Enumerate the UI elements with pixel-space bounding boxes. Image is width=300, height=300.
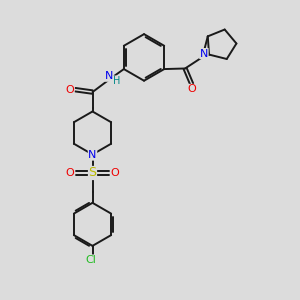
Text: O: O [65, 85, 74, 95]
Text: Cl: Cl [85, 255, 96, 265]
Text: H: H [113, 76, 121, 86]
Text: N: N [200, 49, 208, 58]
Text: N: N [88, 150, 97, 160]
Text: N: N [105, 71, 113, 81]
Text: O: O [110, 168, 119, 178]
Text: S: S [88, 167, 97, 179]
Text: O: O [187, 84, 196, 94]
Text: O: O [66, 168, 74, 178]
